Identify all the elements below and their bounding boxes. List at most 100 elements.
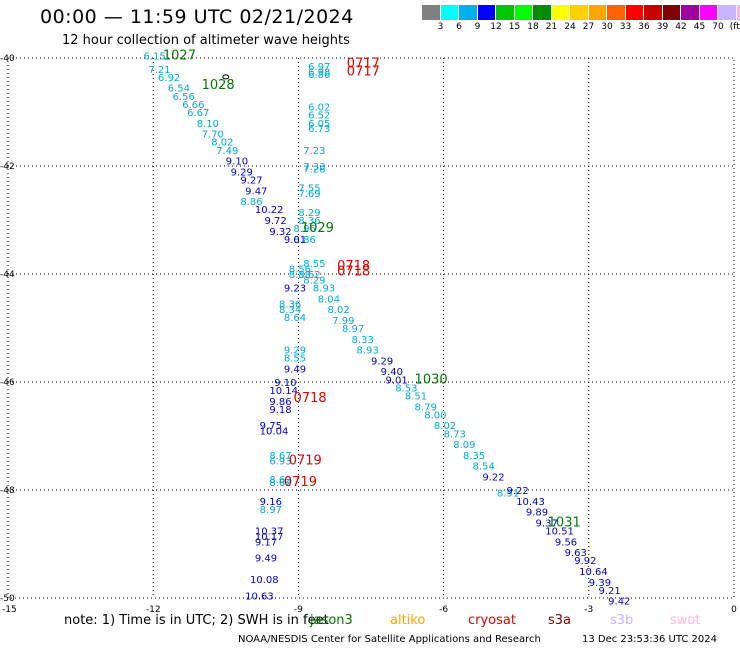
wave-height-value: 7.69	[298, 189, 320, 200]
satellite-legend-s3a: s3a	[548, 613, 572, 628]
wave-height-value: 10.37	[255, 527, 284, 538]
pass-time-label: 1030	[415, 372, 448, 387]
wave-height-value: 9.42	[608, 597, 630, 608]
color-swatch	[736, 5, 740, 20]
wave-height-value: 6.52	[308, 111, 330, 122]
wave-height-value: 8.53	[395, 383, 417, 394]
wave-height-value: 8.62	[269, 475, 291, 486]
color-swatch	[477, 5, 496, 20]
wave-height-value: 9.40	[381, 367, 403, 378]
wave-height-value: 6.86	[308, 70, 330, 81]
wave-height-value: 7.26	[303, 165, 325, 176]
wave-height-value: 9.01	[386, 375, 408, 386]
page-title: 00:00 — 11:59 UTC 02/21/2024	[40, 6, 354, 28]
wave-height-value: 9.01	[284, 235, 306, 246]
wave-height-value: 9.92	[574, 556, 596, 567]
color-swatch	[440, 5, 459, 20]
wave-height-value: 8.10	[197, 119, 219, 130]
pass-time-label: 1031	[548, 515, 581, 530]
wave-height-value: 9.75	[260, 421, 282, 432]
wave-height-value: 8.73	[444, 429, 466, 440]
color-scale-label: 33	[619, 22, 632, 32]
wave-height-value: 7.21	[148, 65, 170, 76]
wave-height-value: 9.32	[269, 227, 291, 238]
satellite-legend-s3b: s3b	[610, 613, 634, 628]
wave-height-value: 10.63	[245, 591, 274, 602]
wave-height-value: 6.67	[187, 108, 209, 119]
wave-height-value: 9.63	[565, 548, 587, 559]
wave-height-value: 8.62	[298, 270, 320, 281]
pass-time-label: 0717	[347, 56, 380, 71]
color-scale-label: 70	[712, 22, 724, 32]
wave-height-value: 9.23	[284, 284, 306, 295]
wave-height-value: 9.86	[269, 397, 291, 408]
color-scale-label: 24	[564, 22, 576, 32]
wave-height-value: 7.33	[303, 162, 325, 173]
color-scale-label: 6	[456, 22, 462, 32]
wave-height-value: 6.15	[144, 51, 166, 62]
wave-height-value: 8.62	[269, 478, 291, 489]
color-scale	[422, 5, 740, 21]
wave-height-value: 6.97	[308, 62, 330, 73]
wave-height-value: 6.92	[158, 73, 180, 84]
color-swatch	[422, 5, 441, 20]
color-swatch	[570, 5, 589, 20]
color-scale-label: 30	[601, 22, 613, 32]
color-swatch	[551, 5, 570, 20]
pass-time-label: 0718	[337, 259, 370, 274]
y-tick-label: -50	[0, 594, 15, 604]
page-subtitle: 12 hour collection of altimeter wave hei…	[62, 33, 350, 48]
wave-height-value: 8.02	[211, 138, 233, 149]
wave-height-value: 9.39	[589, 578, 611, 589]
color-scale-label: 45	[693, 22, 706, 32]
pass-time-label: 0719	[289, 453, 322, 468]
wave-height-value: 8.29	[298, 208, 320, 219]
color-swatch	[699, 5, 718, 20]
wave-height-value: 8.34	[279, 305, 301, 316]
wave-height-value: 9.89	[526, 508, 548, 519]
satellite-legend-altiko: altiko	[390, 613, 426, 628]
pass-time-label: 1029	[301, 221, 334, 236]
wave-height-value: 7.99	[332, 316, 354, 327]
wave-height-value: 10.51	[545, 527, 574, 538]
color-swatch	[718, 5, 737, 20]
wave-height-value: 8.96	[294, 224, 316, 235]
wave-height-value: 9.47	[245, 186, 267, 197]
wave-height-value: 7.49	[216, 146, 238, 157]
color-swatch	[625, 5, 644, 20]
wave-height-value: 9.72	[265, 216, 287, 227]
wave-height-value: 8.54	[473, 462, 495, 473]
color-scale-label: 39	[656, 22, 669, 32]
wave-height-value: 6.66	[182, 100, 204, 111]
pass-time-label: 0719	[284, 475, 317, 490]
wave-height-value: 10.08	[250, 575, 279, 586]
wave-height-value: 8.55	[284, 354, 306, 365]
color-swatch	[644, 5, 663, 20]
wave-height-value: 8.51	[405, 392, 427, 403]
satellite-legend-cryosat: cryosat	[468, 613, 516, 628]
wave-height-value: 8.51	[497, 489, 519, 500]
satellite-legend: jason3 altiko cryosat s3a s3b swot	[0, 613, 740, 629]
x-tick-label: -3	[584, 605, 593, 615]
color-swatch	[459, 5, 478, 20]
wave-height-value: 9.10	[226, 157, 248, 168]
wave-height-value: 6.98	[308, 68, 330, 79]
wave-height-value: 8.97	[260, 505, 282, 516]
wave-height-value: 8.93	[313, 284, 335, 295]
satellite-legend-swot: swot	[670, 613, 701, 628]
footer-timestamp: 13 Dec 23:53:36 UTC 2024	[582, 634, 717, 645]
wave-height-value: 8.29	[303, 275, 325, 286]
wave-height-value: 8.67	[269, 451, 291, 462]
wave-height-value: 6.54	[168, 84, 190, 95]
color-scale-label: 42	[675, 22, 687, 32]
wave-height-value: 10.22	[255, 205, 284, 216]
y-tick-label: -44	[0, 270, 15, 280]
color-swatch	[607, 5, 626, 20]
wave-height-value: 8.79	[415, 402, 437, 413]
wave-height-value: 7.55	[298, 184, 320, 195]
wave-height-value: 9.56	[555, 537, 577, 548]
wave-height-value: 9.37	[536, 518, 558, 529]
wave-height-value: 10.43	[516, 497, 545, 508]
